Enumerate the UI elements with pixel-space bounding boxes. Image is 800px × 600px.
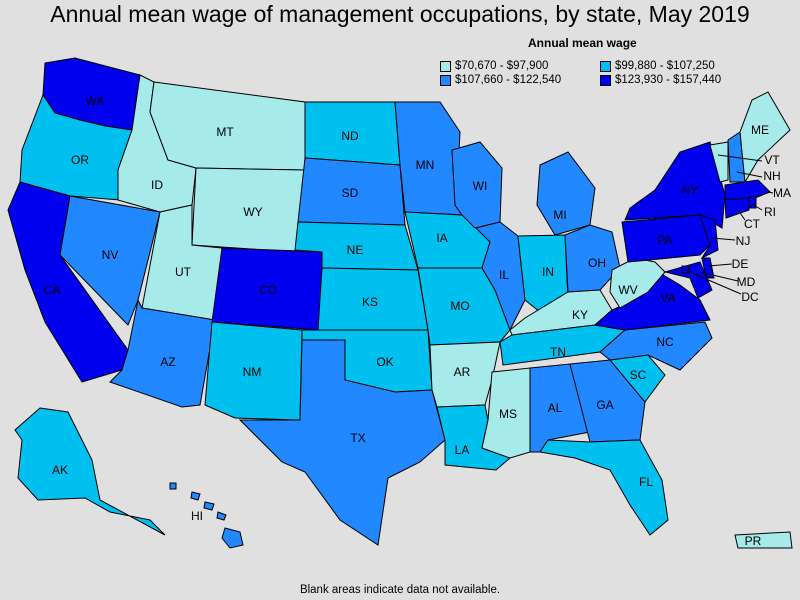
state-label-ne: NE (347, 243, 364, 257)
state-label-ct: CT (744, 217, 761, 231)
legend-entry-bin-1: $99,880 - $107,250 (600, 60, 770, 72)
legend-entry-bin-3: $123,930 - $157,440 (600, 74, 770, 86)
state-nm (204, 321, 303, 421)
state-label-sd: SD (342, 186, 359, 200)
state-label-la: LA (455, 443, 470, 457)
state-nv (59, 195, 161, 326)
state-label-wa: WA (86, 94, 105, 108)
legend: Annual mean wage $70,670 - $97,900 $99,8… (440, 36, 770, 86)
state-ct (724, 197, 750, 219)
state-label-in: IN (542, 265, 554, 279)
state-label-ga: GA (596, 398, 613, 412)
leader-line-nj (711, 237, 736, 241)
state-label-ky: KY (572, 308, 588, 322)
state-label-il: IL (499, 268, 509, 282)
leader-line-ct (737, 209, 746, 221)
legend-label: $70,670 - $97,900 (455, 60, 549, 72)
state-label-nv: NV (102, 248, 119, 262)
state-label-va: VA (660, 291, 675, 305)
state-label-ak: AK (52, 463, 68, 477)
state-label-oh: OH (588, 256, 606, 270)
state-label-tn: TN (550, 345, 566, 359)
legend-swatch (600, 60, 611, 72)
state-label-hi: HI (191, 509, 203, 523)
state-label-ny: NY (682, 183, 699, 197)
state-ny (624, 141, 726, 229)
state-label-md: MD (737, 275, 756, 289)
state-mi (536, 151, 596, 236)
map-title: Annual mean wage of management occupatio… (50, 1, 750, 27)
state-label-vt: VT (764, 153, 780, 167)
legend-label: $123,930 - $157,440 (615, 74, 722, 86)
state-label-mi: MI (553, 208, 566, 222)
state-label-ut: UT (175, 265, 192, 279)
state-label-pa: PA (657, 233, 672, 247)
state-fl (539, 439, 669, 536)
state-ma (724, 179, 771, 201)
state-label-ks: KS (362, 295, 378, 309)
legend-label: $107,660 - $122,540 (455, 74, 562, 86)
state-label-id: ID (151, 178, 163, 192)
legend-swatch (600, 74, 611, 86)
leader-line-ma (767, 191, 774, 194)
state-label-ri: RI (764, 205, 776, 219)
state-label-wi: WI (473, 179, 488, 193)
state-label-de: DE (732, 257, 749, 271)
leader-line-ri (751, 203, 763, 211)
state-label-dc: DC (741, 290, 759, 304)
leader-line-md (699, 271, 739, 282)
legend-swatch (440, 74, 451, 86)
state-label-nh: NH (763, 169, 780, 183)
legend-swatch (440, 60, 451, 72)
state-label-ar: AR (454, 365, 471, 379)
legend-entry-bin-0: $70,670 - $97,900 (440, 60, 600, 72)
state-label-mn: MN (416, 158, 435, 172)
state-md (663, 261, 713, 299)
state-label-ia: IA (436, 231, 447, 245)
state-label-wy: WY (243, 205, 262, 219)
state-label-al: AL (548, 401, 563, 415)
state-label-ok: OK (376, 355, 393, 369)
leader-line-de (707, 263, 733, 267)
leader-line-dc (684, 269, 742, 295)
leader-line-nh (736, 171, 763, 178)
state-hi (169, 482, 244, 549)
state-ak (14, 407, 166, 536)
state-label-tx: TX (350, 431, 365, 445)
state-label-az: AZ (160, 355, 175, 369)
state-label-mo: MO (450, 299, 469, 313)
state-label-or: OR (71, 153, 89, 167)
legend-entry-bin-2: $107,660 - $122,540 (440, 74, 600, 86)
state-label-wv: WV (618, 283, 637, 297)
state-label-nj: NJ (736, 234, 751, 248)
state-label-nc: NC (656, 335, 674, 349)
state-label-me: ME (751, 123, 769, 137)
state-label-ms: MS (499, 407, 517, 421)
state-label-ca: CA (44, 283, 61, 297)
footnote: Blank areas indicate data not available. (299, 584, 501, 596)
state-label-fl: FL (639, 475, 653, 489)
state-ga (569, 359, 646, 443)
state-label-pr: PR (745, 534, 762, 548)
state-label-nd: ND (341, 129, 359, 143)
state-label-ma: MA (773, 186, 791, 200)
leader-line-vt (717, 154, 763, 162)
state-label-nm: NM (243, 365, 262, 379)
state-pr (734, 531, 793, 549)
state-tx (238, 339, 446, 546)
state-label-sc: SC (630, 368, 647, 382)
legend-title: Annual mean wage (528, 36, 637, 50)
state-dc (681, 265, 690, 274)
state-label-mt: MT (216, 125, 234, 139)
state-label-co: CO (259, 283, 277, 297)
state-vt (709, 141, 729, 183)
state-nj (699, 214, 719, 260)
legend-label: $99,880 - $107,250 (615, 60, 715, 72)
